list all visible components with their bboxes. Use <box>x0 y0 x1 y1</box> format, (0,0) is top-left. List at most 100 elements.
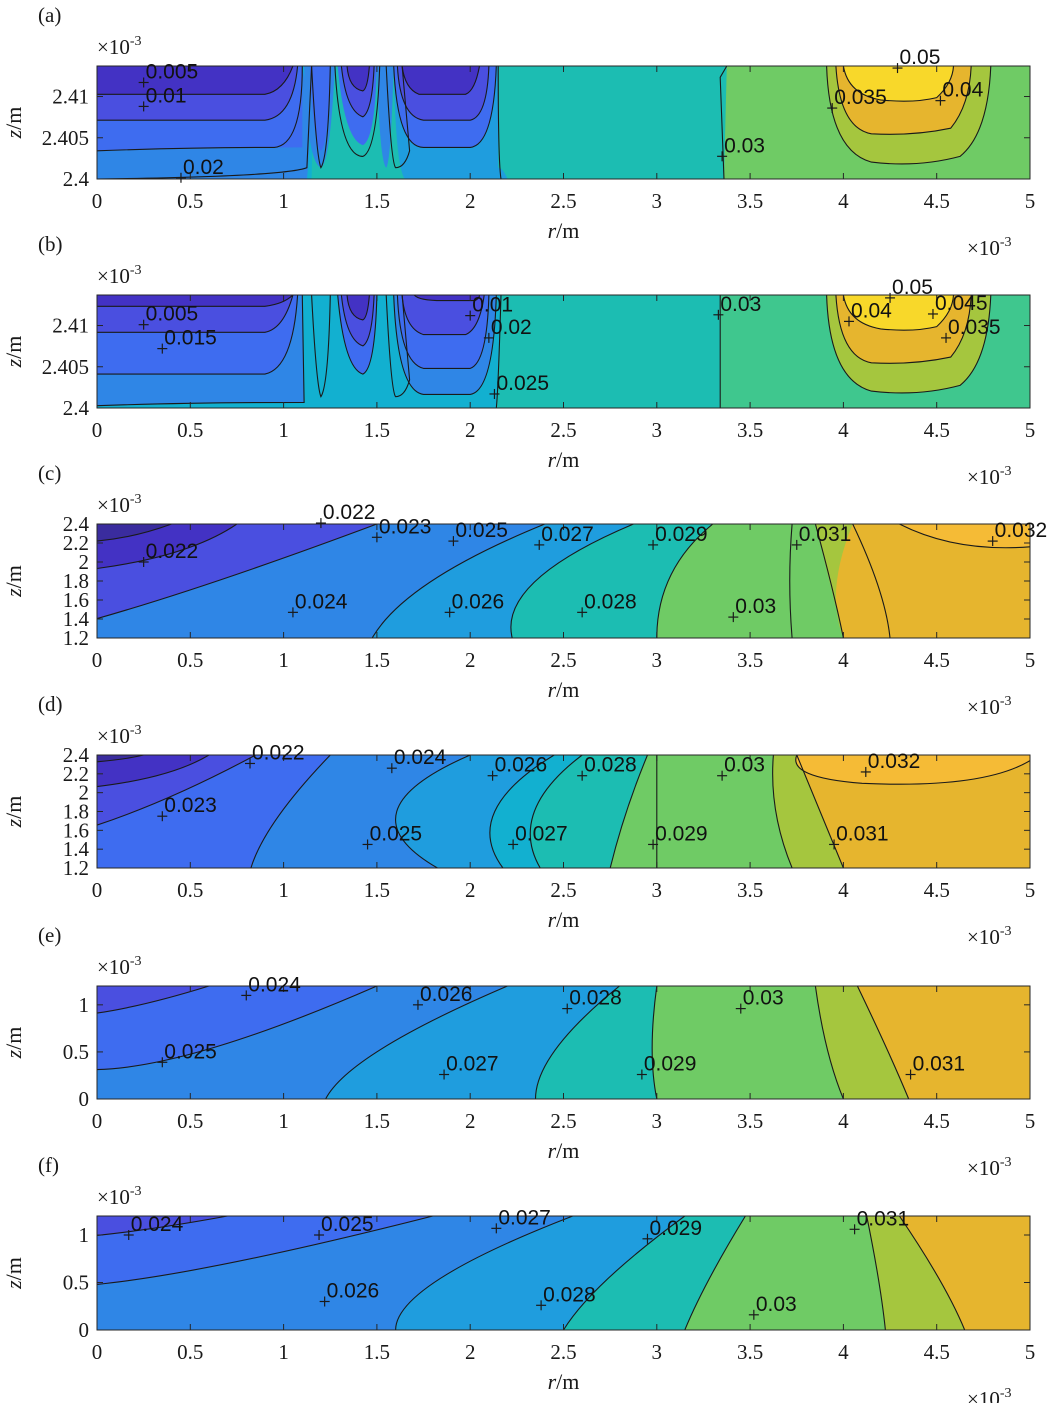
y-axis-unit: /m <box>1 565 26 588</box>
panel-label: (f) <box>38 1153 59 1177</box>
y-axis-multiplier: ×10-3 <box>97 492 142 517</box>
contour-fill-region <box>97 1216 228 1236</box>
contour-value-label: 0.02 <box>183 156 224 179</box>
x-axis-unit: /m <box>556 677 579 702</box>
y-tick-label: 1 <box>79 1223 90 1247</box>
contour-value-label: 0.024 <box>131 1213 184 1236</box>
contour-line <box>826 295 992 394</box>
y-tick-label: 0.5 <box>63 1271 89 1295</box>
x-axis-unit: /m <box>556 447 579 472</box>
x-tick-label: 4.5 <box>924 418 950 442</box>
contour-fill-region <box>250 755 471 868</box>
x-axis-unit: /m <box>556 907 579 932</box>
y-axis-label: z/m <box>1 1027 26 1060</box>
y-axis-multiplier: ×10-3 <box>97 723 142 748</box>
contour-line <box>393 295 497 395</box>
contour-line <box>396 295 490 369</box>
x-tick-label: 5 <box>1025 1109 1036 1133</box>
contour-line <box>866 1216 886 1330</box>
x-axis-label: r/m <box>548 447 580 472</box>
contour-fill-region <box>843 295 954 331</box>
contour-fill-region <box>97 66 293 95</box>
contour-line <box>340 295 375 347</box>
contour-line <box>395 755 471 868</box>
x-tick-label: 5 <box>1025 418 1036 442</box>
y-tick-label: 1.2 <box>63 626 89 650</box>
x-tick-label: 1.5 <box>364 1340 390 1364</box>
y-tick-label: 1.2 <box>63 856 89 880</box>
contour-fill-region <box>684 1216 886 1330</box>
x-axis-multiplier: ×10-3 <box>967 1155 1012 1180</box>
contour-fill-region <box>325 986 620 1099</box>
x-tick-label: 2 <box>465 418 476 442</box>
contour-line <box>772 755 793 868</box>
contour-value-label: 0.029 <box>644 1053 697 1076</box>
contour-value-label: 0.035 <box>948 316 1001 339</box>
contour-value-label: 0.027 <box>446 1053 499 1076</box>
x-tick-label: 1 <box>278 878 289 902</box>
y-axis-unit: /m <box>1 796 26 819</box>
x-tick-label: 3 <box>652 648 663 672</box>
panel-label: (b) <box>38 232 63 256</box>
contour-value-label: 0.026 <box>452 590 505 613</box>
x-tick-label: 2.5 <box>550 1109 576 1133</box>
x-tick-label: 0.5 <box>177 878 203 902</box>
contour-line <box>529 755 583 868</box>
y-tick-label: 2.2 <box>63 531 89 555</box>
contour-value-label: 0.024 <box>248 973 301 996</box>
y-tick-label: 2.41 <box>52 85 89 109</box>
contour-value-label: 0.005 <box>146 303 199 326</box>
x-tick-label: 0.5 <box>177 189 203 213</box>
x-tick-label: 4 <box>838 1109 849 1133</box>
contour-fill-region <box>563 1216 746 1330</box>
contour-value-label: 0.035 <box>834 86 887 109</box>
x-tick-label: 3.5 <box>737 1340 763 1364</box>
contour-fill-region <box>97 524 172 542</box>
contour-value-label: 0.025 <box>321 1213 374 1236</box>
y-tick-label: 1.8 <box>63 569 89 593</box>
x-axis-multiplier: ×10-3 <box>967 464 1012 489</box>
contour-fill-region <box>97 755 144 762</box>
x-tick-label: 3 <box>652 418 663 442</box>
y-tick-label: 0 <box>79 1087 90 1111</box>
x-tick-label: 2 <box>465 648 476 672</box>
contour-value-label: 0.022 <box>323 501 376 524</box>
x-tick-label: 4.5 <box>924 1109 950 1133</box>
y-tick-label: 2.41 <box>52 314 89 338</box>
x-tick-label: 4 <box>838 1340 849 1364</box>
contour-fill-region <box>866 1216 965 1330</box>
y-axis-variable: z <box>1 358 26 368</box>
contour-line <box>250 755 331 868</box>
x-tick-label: 4 <box>838 418 849 442</box>
contour-fill-region <box>899 524 1030 548</box>
contour-value-label: 0.03 <box>724 134 765 157</box>
contour-value-label: 0.03 <box>724 754 765 777</box>
y-tick-label: 0.5 <box>63 1040 89 1064</box>
contour-line <box>97 755 144 763</box>
x-tick-label: 1 <box>278 648 289 672</box>
contour-fill-region <box>395 1216 685 1330</box>
contour-value-label: 0.05 <box>892 276 933 299</box>
contour-fill-region <box>610 755 793 868</box>
x-tick-label: 5 <box>1025 648 1036 672</box>
contour-line <box>371 524 546 638</box>
contour-line <box>97 986 378 1071</box>
contour-line <box>401 66 481 95</box>
contour-fill-region <box>795 755 1030 785</box>
contour-line <box>97 66 299 121</box>
x-tick-label: 1.5 <box>364 189 390 213</box>
x-axis-variable: r <box>548 1138 557 1163</box>
x-tick-label: 2 <box>465 189 476 213</box>
x-tick-label: 1 <box>278 418 289 442</box>
panel-label: (a) <box>38 3 61 27</box>
x-tick-label: 3.5 <box>737 1109 763 1133</box>
x-tick-label: 0 <box>92 648 103 672</box>
x-axis-unit: /m <box>556 218 579 243</box>
panel-b: 0 0.5 1 1.5 2 2.5 3 3.5 4 4.5 52.42.4052.41r/mz/m×… <box>1 232 1035 489</box>
contour-fill-region <box>535 986 657 1099</box>
contour-plot-area <box>97 1216 1030 1330</box>
contour-value-label: 0.027 <box>515 822 568 845</box>
contour-line <box>656 524 714 638</box>
x-tick-label: 5 <box>1025 189 1036 213</box>
contour-line <box>97 524 172 542</box>
